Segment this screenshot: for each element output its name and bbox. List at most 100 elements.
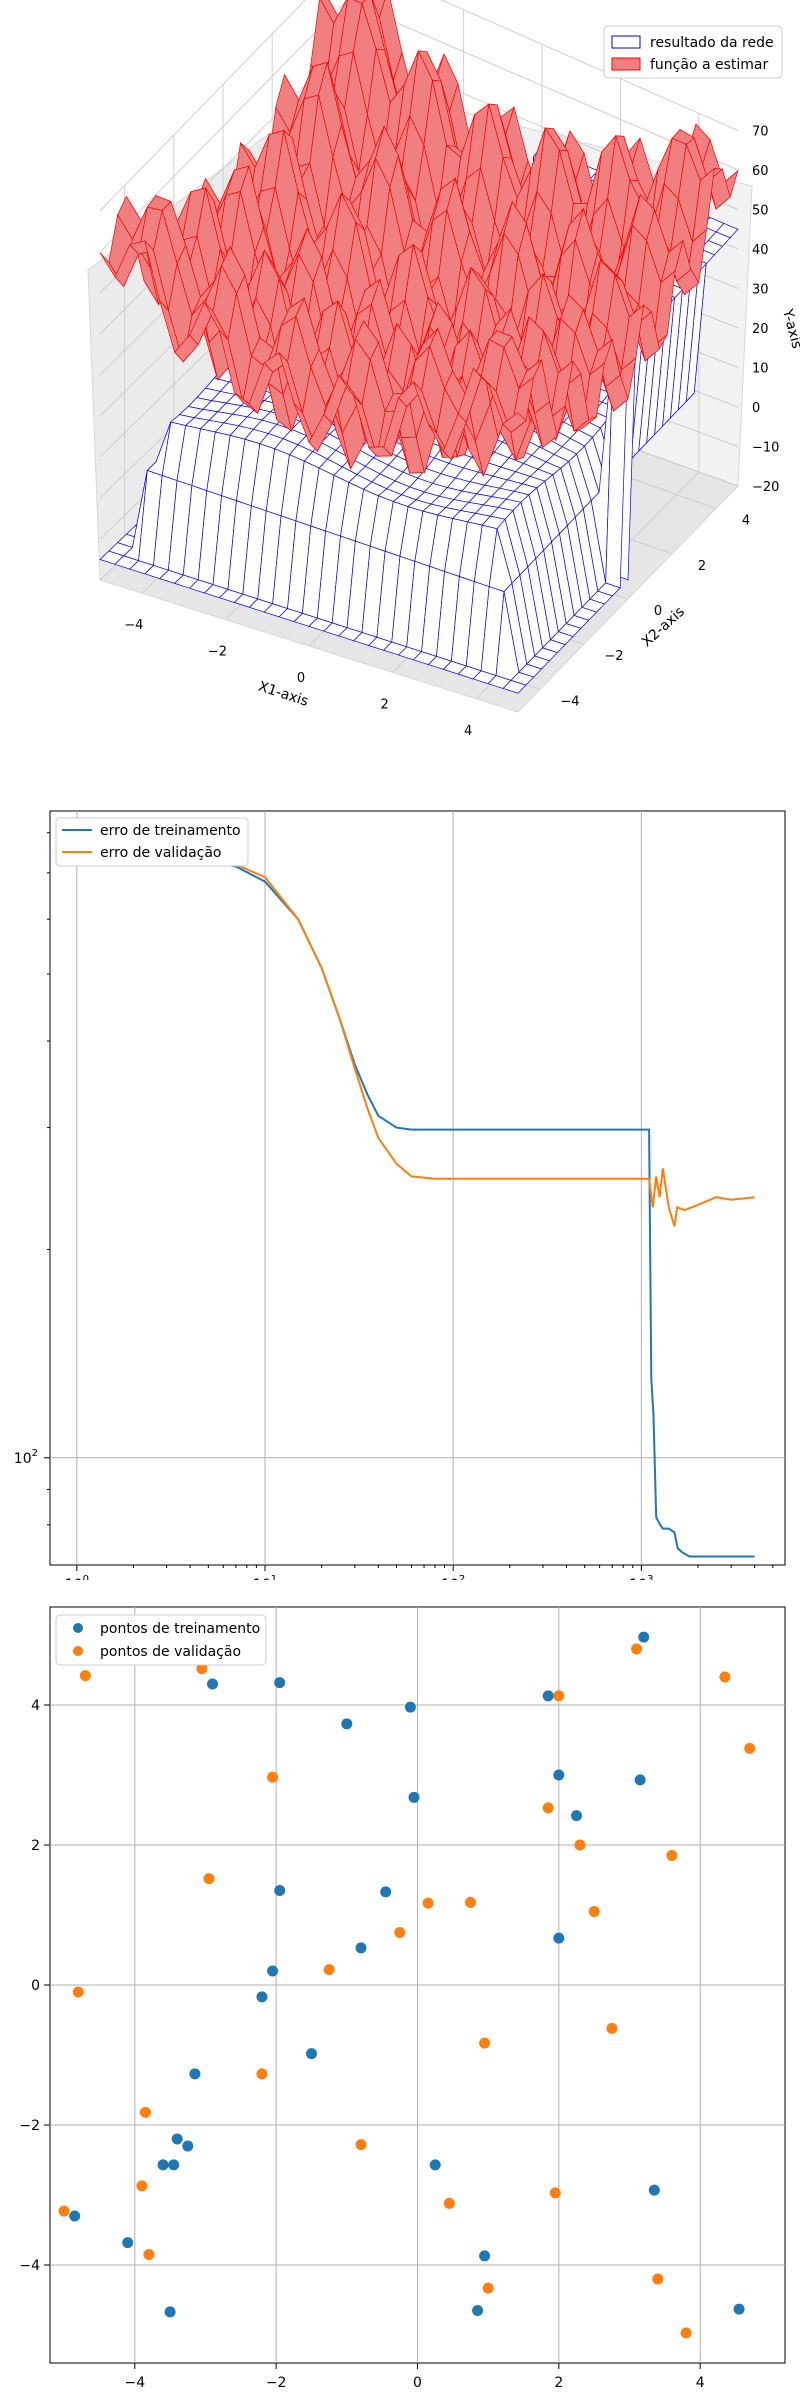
validation-point bbox=[542, 1802, 554, 1814]
scatter-gridlines bbox=[50, 1607, 785, 2363]
legend-label-validation-points: pontos de validação bbox=[100, 1644, 241, 1660]
validation-point bbox=[465, 1896, 476, 1908]
legend-label-network: resultado da rede bbox=[650, 35, 774, 51]
training-point bbox=[256, 1991, 268, 2003]
loss-plot-area bbox=[49, 810, 786, 1566]
validation-point bbox=[72, 1986, 84, 1998]
loss-legend-box bbox=[55, 817, 249, 867]
validation-point bbox=[139, 2106, 151, 2118]
loss-x-tick-label: 103 bbox=[629, 1574, 653, 1580]
validation-point bbox=[143, 2249, 155, 2260]
scatter-y-tick-label: 4 bbox=[31, 1698, 40, 1714]
validation-point bbox=[443, 2197, 455, 2209]
surface-facet bbox=[502, 412, 527, 433]
training-point bbox=[182, 2140, 194, 2152]
legend-3d: resultado da rede função a estimar bbox=[603, 25, 783, 79]
training-point bbox=[553, 1769, 565, 1781]
x2-tick-label: 2 bbox=[698, 559, 706, 574]
y-axis-label: Y-axis bbox=[779, 307, 800, 351]
target-function-surface bbox=[99, 0, 739, 477]
validation-point bbox=[652, 2273, 664, 2285]
validation-point bbox=[394, 1927, 406, 1938]
x1-tick-label: 2 bbox=[380, 697, 388, 712]
validation-point bbox=[267, 1771, 279, 1783]
scatter-legend: pontos de treinamento pontos de validaçã… bbox=[55, 1614, 267, 1666]
scatter-y-tick-label: −4 bbox=[19, 2258, 40, 2274]
x1-tick-label: −4 bbox=[124, 618, 143, 633]
validation-point bbox=[203, 1873, 215, 1885]
scatter-y-tick-label: −2 bbox=[19, 2118, 40, 2134]
scatter-x-tick-label: 0 bbox=[413, 2375, 422, 2391]
loss-x-tick-label: 101 bbox=[253, 1574, 277, 1580]
validation-point bbox=[256, 2068, 268, 2080]
training-point bbox=[553, 1932, 565, 1944]
loss-x-tick-label: 102 bbox=[441, 1574, 465, 1580]
legend-swatch-network bbox=[611, 35, 641, 49]
training-point bbox=[168, 2159, 180, 2171]
y-tick-label: 10 bbox=[752, 362, 769, 377]
legend-label-training-points: pontos de treinamento bbox=[100, 1621, 260, 1637]
training-point bbox=[472, 2305, 484, 2316]
loss-gridlines bbox=[50, 811, 785, 1565]
training-point bbox=[571, 1810, 582, 1822]
x2-tick-label: −2 bbox=[604, 649, 623, 664]
training-point bbox=[69, 2210, 81, 2222]
x2-tick-label: −4 bbox=[560, 694, 579, 709]
x2-axis-label: X2-axis bbox=[639, 604, 688, 650]
x2-axis-ticks: 4 2 0 −2 −4 bbox=[560, 514, 750, 710]
y-tick-label: −20 bbox=[752, 480, 779, 495]
training-point bbox=[306, 2048, 317, 2060]
legend-marker-validation bbox=[73, 1646, 83, 1656]
training-point bbox=[164, 2306, 176, 2318]
y-tick-label: 40 bbox=[752, 243, 769, 258]
legend-box bbox=[603, 25, 783, 79]
scatter-y-tick-label: 0 bbox=[31, 1978, 40, 1994]
validation-point bbox=[422, 1897, 434, 1909]
validation-point bbox=[79, 1670, 91, 1682]
scatter-x-tick-label: 4 bbox=[696, 2375, 705, 2391]
x1-tick-label: −2 bbox=[208, 645, 227, 660]
y-tick-label: 30 bbox=[752, 283, 769, 298]
loss-series bbox=[76, 845, 755, 1558]
training-point bbox=[189, 2068, 201, 2080]
training-point bbox=[479, 2250, 491, 2262]
validation-point bbox=[549, 2187, 561, 2199]
training-point bbox=[341, 1718, 353, 1730]
validation-point bbox=[479, 2037, 491, 2049]
validation-point bbox=[666, 1850, 678, 1861]
validation-point bbox=[606, 2022, 618, 2034]
validation-error-line bbox=[76, 845, 755, 1227]
y-tick-label: 50 bbox=[752, 204, 769, 219]
validation-point bbox=[574, 1839, 586, 1851]
scatter-markers bbox=[58, 1631, 756, 2339]
training-point bbox=[429, 2159, 441, 2171]
loss-y-tick-label: 102 bbox=[14, 1448, 38, 1467]
legend-marker-training bbox=[73, 1623, 83, 1633]
training-point bbox=[404, 1701, 416, 1713]
validation-point bbox=[744, 1742, 756, 1754]
training-point bbox=[274, 1677, 286, 1689]
legend-label-validation: erro de validação bbox=[100, 845, 222, 861]
legend-label-target: função a estimar bbox=[650, 57, 768, 73]
training-point bbox=[380, 1886, 392, 1898]
loss-chart: 100 101 102 103 102 erro de treinamento erro… bbox=[14, 810, 786, 1580]
training-point bbox=[122, 2237, 134, 2249]
scatter-legend-box bbox=[55, 1614, 267, 1666]
validation-point bbox=[631, 1643, 643, 1655]
y-tick-label: −10 bbox=[752, 441, 779, 456]
training-point bbox=[408, 1791, 420, 1803]
validation-point bbox=[58, 2205, 70, 2217]
validation-point bbox=[136, 2180, 148, 2192]
validation-point bbox=[196, 1663, 208, 1675]
training-point bbox=[733, 2303, 745, 2315]
points-scatter-chart: −4 −2 0 2 4 4 2 0 −2 −4 pontos de treinamento pon… bbox=[19, 1606, 786, 2391]
validation-point bbox=[323, 1964, 335, 1976]
validation-point bbox=[355, 2139, 367, 2151]
x2-tick-label: 0 bbox=[654, 604, 662, 619]
x1-axis-ticks: −4 −2 0 2 4 bbox=[124, 618, 472, 739]
scatter-x-tick-label: −4 bbox=[124, 2375, 145, 2391]
y-tick-label: 20 bbox=[752, 322, 769, 337]
validation-point bbox=[553, 1690, 565, 1702]
x1-tick-label: 4 bbox=[464, 724, 472, 739]
